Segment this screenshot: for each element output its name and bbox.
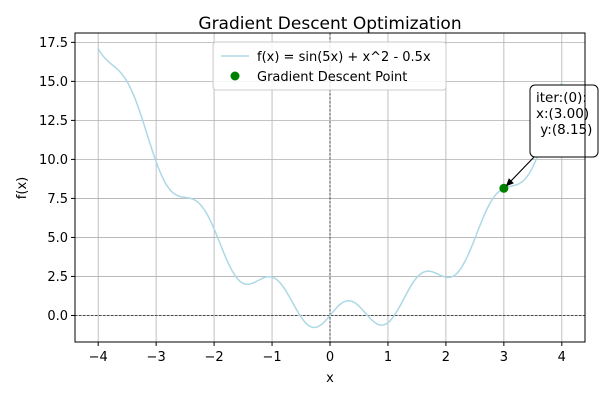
- x-tick-label: −2: [205, 350, 224, 365]
- annotation-arrowhead: [505, 178, 514, 187]
- x-tick-label: −4: [89, 350, 108, 365]
- y-tick-label: 10.0: [39, 153, 68, 168]
- reference-lines: [75, 33, 585, 342]
- y-tick-label: 0.0: [47, 309, 68, 324]
- annotation-box: [529, 84, 599, 158]
- legend: f(x) = sin(5x) + x^2 - 0.5x Gradient Desc…: [212, 41, 447, 91]
- x-tick-label: 3: [500, 350, 508, 365]
- annotation-line: x:(3.00): [536, 106, 589, 122]
- x-tick-label: −3: [147, 350, 166, 365]
- legend-entry-point: Gradient Descent Point: [257, 70, 407, 85]
- chart-title: Gradient Descent Optimization: [198, 14, 461, 34]
- annotation-arrow: [506, 154, 537, 186]
- y-tick-label: 12.5: [39, 114, 68, 129]
- legend-entry-curve: f(x) = sin(5x) + x^2 - 0.5x: [257, 50, 431, 65]
- x-tick-label: 0: [326, 350, 334, 365]
- legend-box: [212, 41, 447, 91]
- ticks-layer: −4 −3 −2 −1 0 1 2 3 4 0.0 2.5 5.0 7.5 10.0 12.5 15.0 17.…: [39, 36, 566, 365]
- annotation-layer: iter:(0):x:(3.00) y:(8.15): [505, 84, 599, 187]
- x-tick-label: 4: [558, 350, 566, 365]
- x-tick-label: 1: [384, 350, 392, 365]
- x-tick-label: −1: [262, 350, 281, 365]
- y-tick-label: 2.5: [47, 270, 68, 285]
- legend-marker-swatch: [230, 71, 240, 81]
- x-axis-label: x: [326, 371, 334, 386]
- function-curve: [97, 48, 563, 329]
- x-tick-label: 2: [442, 350, 450, 365]
- y-tick-label: 5.0: [47, 231, 68, 246]
- y-axis-label: f(x): [15, 177, 30, 199]
- y-tick-label: 15.0: [39, 75, 68, 90]
- y-tick-label: 7.5: [47, 192, 68, 207]
- annotation-line: y:(8.15): [536, 122, 592, 138]
- y-tick-label: 17.5: [39, 36, 68, 51]
- annotation-line: iter:(0):: [536, 90, 587, 106]
